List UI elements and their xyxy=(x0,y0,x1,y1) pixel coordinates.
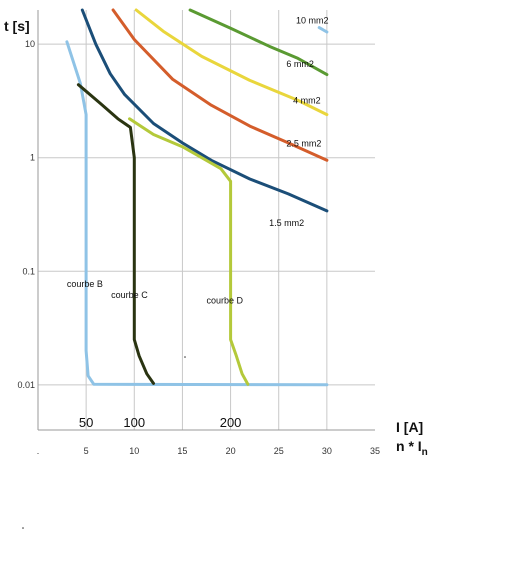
x-tick-label: 20 xyxy=(226,446,236,456)
curve-label: courbe D xyxy=(207,296,244,306)
x-axis-title-multiple: n * In xyxy=(396,438,428,458)
x-axis-title-multiple-sub: n xyxy=(422,447,428,458)
y-tick-label: 0.1 xyxy=(22,266,35,276)
curve-courbe-b xyxy=(65,40,329,387)
curve-lines xyxy=(65,8,329,387)
curve-4-mm2 xyxy=(134,8,329,117)
x-tick-label: 15 xyxy=(177,446,187,456)
curve-label: 4 mm2 xyxy=(293,96,321,106)
curve-2-5-mm2 xyxy=(111,8,329,162)
multiple-label: 100 xyxy=(123,415,145,430)
curve-1-5-mm2 xyxy=(80,8,329,213)
y-tick-labels: 10 1 0.1 0.01 xyxy=(17,39,35,390)
curve-label: courbe C xyxy=(111,290,148,300)
curve-label: 2.5 mm2 xyxy=(286,139,321,149)
curve-courbe-d xyxy=(128,117,250,386)
stray-dot xyxy=(184,356,186,358)
y-tick-label: 1 xyxy=(30,153,35,163)
curve-label: courbe B xyxy=(67,279,103,289)
multiple-label: 200 xyxy=(220,415,242,430)
curve-label: 10 mm2 xyxy=(296,16,329,26)
y-tick-label: 10 xyxy=(25,39,35,49)
multiple-label: 50 xyxy=(79,415,93,430)
x-origin-mark: . xyxy=(37,446,40,456)
x-axis-title: I [A] xyxy=(396,419,423,435)
axes xyxy=(37,10,375,431)
curve-label: 6 mm2 xyxy=(286,59,314,69)
y-tick-label: 0.01 xyxy=(17,380,35,390)
curve-label: 1.5 mm2 xyxy=(269,218,304,228)
curve-labels: 10 mm2 6 mm2 4 mm2 2.5 mm2 1.5 mm2 courbe B co… xyxy=(22,16,329,529)
curve-6-mm2 xyxy=(188,8,329,77)
x-tick-label: 35 xyxy=(370,446,380,456)
x-tick-label: 30 xyxy=(322,446,332,456)
stray-dot xyxy=(22,527,24,529)
y-axis-title: t [s] xyxy=(4,18,30,34)
curve-10-mm2 xyxy=(317,26,329,34)
multiple-labels: 50 100 200 xyxy=(79,415,242,430)
x-tick-label: 25 xyxy=(274,446,284,456)
x-tick-labels: 5 10 15 20 25 30 35. xyxy=(37,446,380,456)
x-tick-label: 5 xyxy=(84,446,89,456)
x-tick-label: 10 xyxy=(129,446,139,456)
x-axis-title-multiple-main: n * I xyxy=(396,438,422,454)
curve-courbe-c xyxy=(76,83,155,385)
